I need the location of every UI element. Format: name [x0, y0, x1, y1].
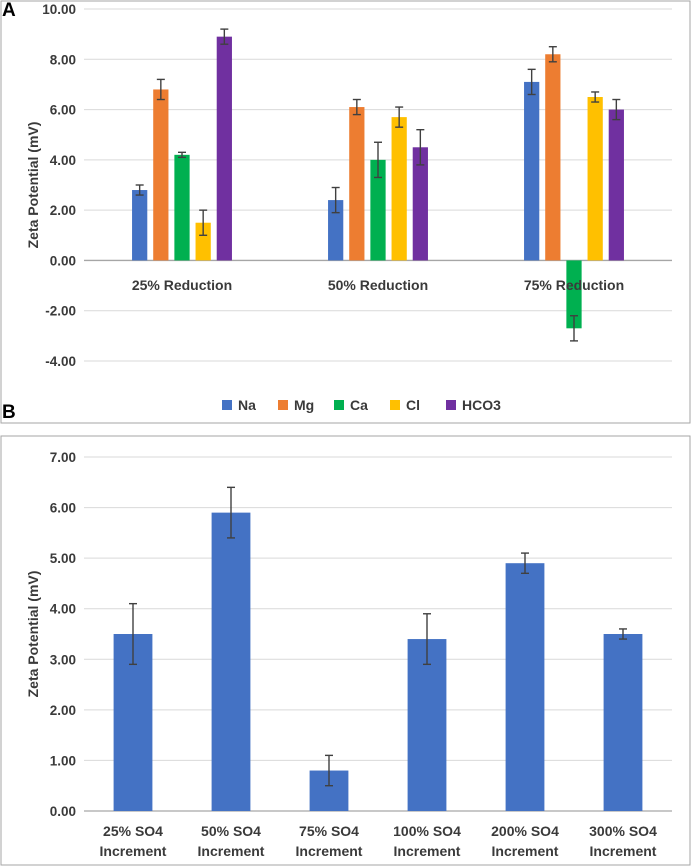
legend-label: Na [238, 397, 256, 413]
chart-border [0, 0, 691, 424]
y-tick-label: 10.00 [42, 2, 76, 17]
bar-mg [153, 89, 169, 261]
legend-label: Cl [406, 397, 420, 413]
y-tick-label: 5.00 [50, 551, 76, 566]
y-tick-label: -4.00 [45, 354, 76, 369]
x-category-label: 75% SO4 Increment [296, 823, 363, 859]
y-tick-label: -2.00 [45, 304, 76, 319]
x-category-label-line: 25% SO4 [103, 823, 163, 839]
x-category-label-line: 100% SO4 [393, 823, 461, 839]
x-category-label-line: 200% SO4 [491, 823, 559, 839]
bar-ca [370, 159, 386, 261]
panel-label: A [2, 0, 16, 21]
x-category-label-line: Increment [394, 843, 461, 859]
y-axis-label: Zeta Potential (mV) [25, 571, 41, 698]
y-tick-label: 8.00 [50, 52, 76, 67]
x-category-label: 75% Reduction [524, 277, 624, 293]
y-tick-label: 7.00 [50, 450, 76, 465]
legend-item: Ca [334, 397, 368, 413]
x-category-label-line: Increment [590, 843, 657, 859]
panel-a-chart: A -4.00 -2.00 0.00 2.00 4.00 6.00 8.00 10.00 Zeta… [0, 0, 691, 424]
y-tick-label: 0.00 [50, 804, 76, 819]
legend: Na Mg Ca Cl HCO3 [222, 397, 501, 413]
legend-swatch [222, 400, 232, 410]
bar-zeta-potential [603, 634, 643, 811]
bar-zeta-potential [407, 639, 447, 811]
bar-mg [545, 54, 561, 261]
bar-ca [174, 154, 190, 261]
y-tick-label: 4.00 [50, 153, 76, 168]
y-tick-label: 6.00 [50, 103, 76, 118]
legend-item: Na [222, 397, 256, 413]
x-category-label: 300% SO4 Increment [589, 823, 657, 859]
x-category-label-line: Increment [492, 843, 559, 859]
x-category-label-line: 300% SO4 [589, 823, 657, 839]
bar-cl [195, 222, 211, 261]
bar-na [132, 190, 148, 261]
x-category-label-line: Increment [100, 843, 167, 859]
bar-na [524, 81, 540, 261]
x-category-label-line: 75% SO4 [299, 823, 359, 839]
panel-label: B [2, 402, 16, 423]
legend-item: Cl [390, 397, 420, 413]
bar-zeta-potential [505, 563, 545, 811]
bar-na [328, 200, 344, 261]
legend-label: Mg [294, 397, 314, 413]
x-category-label-line: Increment [296, 843, 363, 859]
legend-label: Ca [350, 397, 368, 413]
chart-border [0, 435, 691, 866]
legend-swatch [390, 400, 400, 410]
x-category-label-line: Increment [198, 843, 265, 859]
bar-cl [391, 117, 407, 261]
x-category-label: 25% Reduction [132, 277, 232, 293]
y-tick-label: 3.00 [50, 652, 76, 667]
y-axis-label: Zeta Potential (mV) [25, 122, 41, 249]
x-category-label-line: 50% SO4 [201, 823, 261, 839]
legend-item: HCO3 [446, 397, 501, 413]
bar-mg [349, 107, 365, 261]
y-tick-label: 2.00 [50, 203, 76, 218]
y-tick-label: 1.00 [50, 753, 76, 768]
y-tick-label: 0.00 [50, 253, 76, 268]
x-category-label: 100% SO4 Increment [393, 823, 461, 859]
bar-hco3 [216, 36, 232, 261]
bar-zeta-potential [211, 512, 251, 811]
legend-swatch [446, 400, 456, 410]
legend-swatch [278, 400, 288, 410]
panel-b-chart: B 0.00 1.00 2.00 3.00 4.00 5.00 6.00 7.00 Zeta Po… [0, 402, 691, 866]
legend-item: Mg [278, 397, 314, 413]
legend-swatch [334, 400, 344, 410]
x-category-label: 25% SO4 Increment [100, 823, 167, 859]
legend-label: HCO3 [462, 397, 501, 413]
bar-hco3 [608, 109, 624, 261]
bar-hco3 [412, 147, 428, 261]
x-category-label: 50% SO4 Increment [198, 823, 265, 859]
y-tick-label: 6.00 [50, 501, 76, 516]
y-tick-label: 4.00 [50, 602, 76, 617]
bar-cl [587, 97, 603, 261]
bar-ca [566, 260, 582, 329]
y-tick-label: 2.00 [50, 703, 76, 718]
x-category-label: 200% SO4 Increment [491, 823, 559, 859]
x-category-label: 50% Reduction [328, 277, 428, 293]
